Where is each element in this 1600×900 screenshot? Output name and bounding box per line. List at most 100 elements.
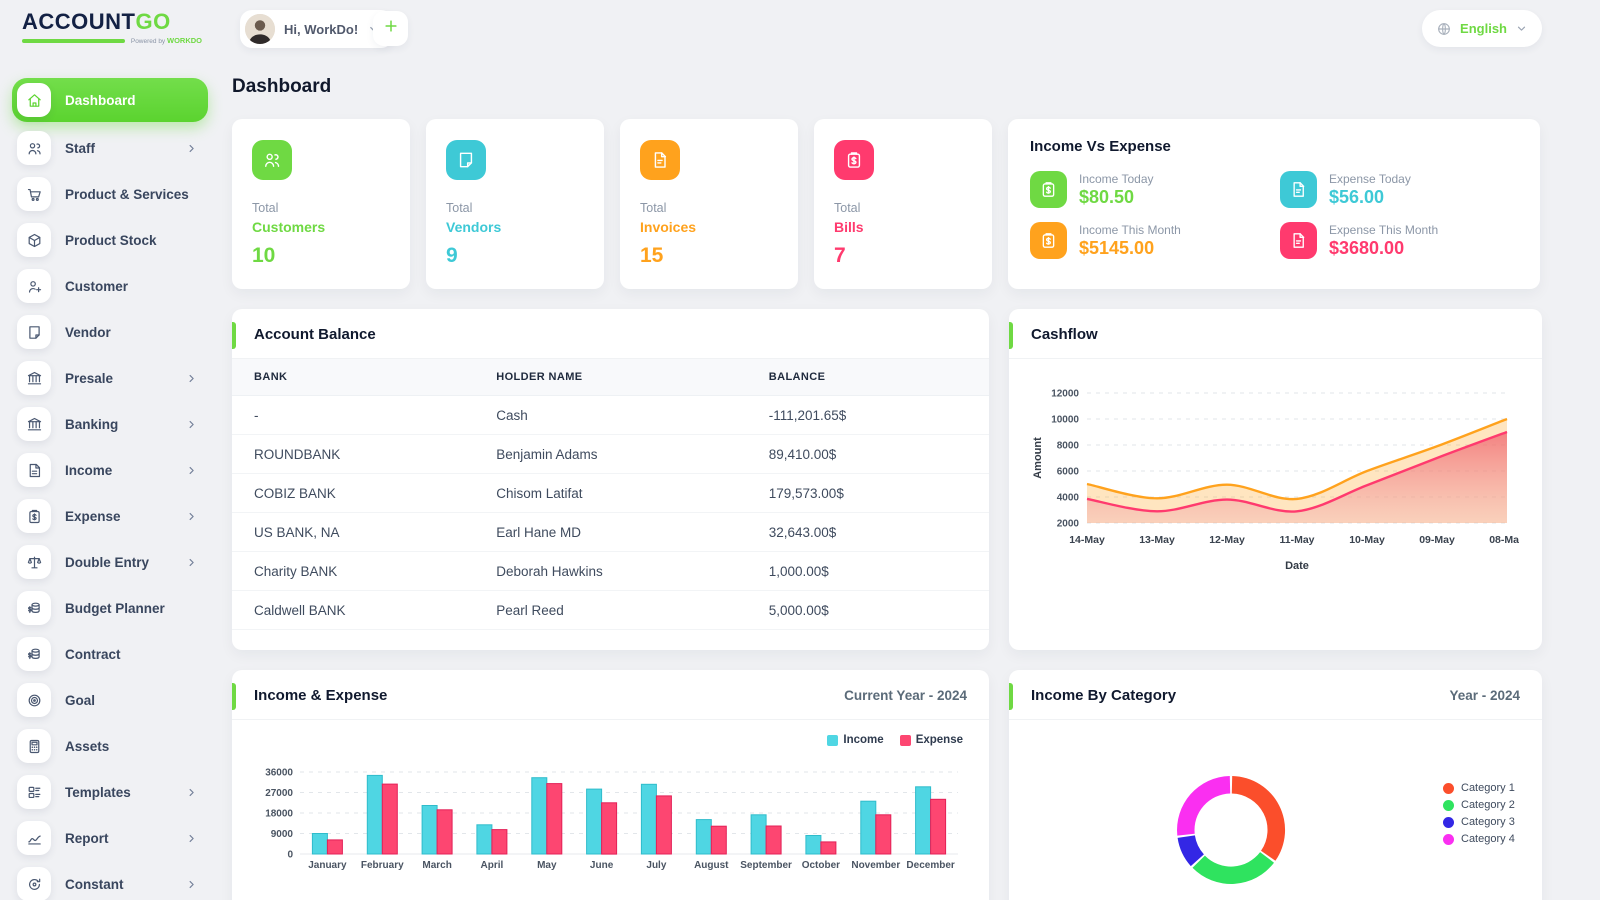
sidebar-item-dashboard[interactable]: Dashboard <box>12 78 208 122</box>
column-header-holder: HOLDER NAME <box>474 358 747 396</box>
sidebar-item-income[interactable]: Income <box>12 450 208 490</box>
legend-item-category-4[interactable]: Category 4 <box>1443 833 1515 845</box>
green-accent-bar <box>232 683 236 710</box>
legend-item-category-1[interactable]: Category 1 <box>1443 782 1515 794</box>
cell-bank: US BANK, NA <box>232 512 475 552</box>
ive-value: $56.00 <box>1329 186 1385 207</box>
chevron-right-icon <box>185 418 198 431</box>
chevron-right-icon <box>185 878 198 891</box>
svg-text:September: September <box>740 860 792 871</box>
category-donut-chart <box>1147 746 1315 900</box>
users-icon <box>252 140 292 180</box>
legend-label: Category 3 <box>1461 816 1515 828</box>
svg-text:0: 0 <box>287 850 293 861</box>
legend-item-income[interactable]: Income <box>827 734 884 746</box>
language-selector[interactable]: English <box>1422 10 1542 47</box>
svg-text:18000: 18000 <box>265 809 293 820</box>
sidebar-item-budget-planner[interactable]: Budget Planner <box>12 588 208 628</box>
cell-balance: 32,643.00$ <box>746 512 989 552</box>
income-expense-chart: 0 9000 18000 27000 36000 January February March… <box>232 746 989 900</box>
sidebar-item-product-services[interactable]: Product & Services <box>12 174 208 214</box>
topbar: ACCOUNTGO Powered by WORKDO Hi, WorkDo! … <box>0 0 1600 58</box>
logo-wordmark: ACCOUNTGO <box>22 9 171 34</box>
legend-item-category-2[interactable]: Category 2 <box>1443 799 1515 811</box>
svg-text:12-May: 12-May <box>1209 534 1245 546</box>
ive-value: $3680.00 <box>1329 237 1405 258</box>
sidebar-item-constant[interactable]: Constant <box>12 864 208 900</box>
chevron-down-icon <box>1515 22 1528 35</box>
accountgo-logo[interactable]: ACCOUNTGO Powered by WORKDO <box>22 10 202 45</box>
svg-text:2000: 2000 <box>1057 519 1080 530</box>
sidebar-item-presale[interactable]: Presale <box>12 358 208 398</box>
sidebar-item-customer[interactable]: Customer <box>12 266 208 306</box>
legend-swatch <box>1443 782 1454 794</box>
sidebar-item-label: Product Stock <box>65 232 157 248</box>
calculator-icon <box>17 729 51 763</box>
sidebar-item-banking[interactable]: Banking <box>12 404 208 444</box>
add-button[interactable] <box>373 11 408 46</box>
table-row: COBIZ BANK Chisom Latifat 179,573.00$ <box>232 473 989 513</box>
sidebar-item-report[interactable]: Report <box>12 818 208 858</box>
column-header-balance: BALANCE <box>746 358 989 396</box>
sidebar-item-templates[interactable]: Templates <box>12 772 208 812</box>
svg-text:11-May: 11-May <box>1279 534 1314 546</box>
file-doc-icon <box>640 140 680 180</box>
clipboard-dollar-icon <box>1030 222 1067 259</box>
legend-swatch <box>899 734 911 746</box>
green-accent-bar <box>1009 322 1013 349</box>
stat-label: Customers <box>252 219 326 235</box>
note-icon <box>446 140 486 180</box>
svg-text:May: May <box>537 860 557 871</box>
stat-value: 10 <box>252 244 276 267</box>
layout-icon <box>17 775 51 809</box>
main-content: Dashboard Total Customers 10 Total Vendors 9… <box>232 76 1542 900</box>
svg-text:4000: 4000 <box>1057 493 1080 504</box>
sidebar-item-label: Templates <box>65 784 131 800</box>
cashflow-title: Cashflow <box>1031 326 1098 343</box>
plus-icon <box>382 17 400 40</box>
sidebar-nav: Dashboard Staff Product & Services Product … <box>12 78 208 900</box>
sidebar-item-double-entry[interactable]: Double Entry <box>12 542 208 582</box>
sidebar-item-expense[interactable]: Expense <box>12 496 208 536</box>
sidebar-item-label: Staff <box>65 140 95 156</box>
target-icon <box>17 683 51 717</box>
sidebar-item-goal[interactable]: Goal <box>12 680 208 720</box>
legend-item-expense[interactable]: Expense <box>899 734 963 746</box>
bank-icon <box>17 361 51 395</box>
scales-icon <box>17 545 51 579</box>
ive-value: $80.50 <box>1079 186 1135 207</box>
sidebar-item-product-stock[interactable]: Product Stock <box>12 220 208 260</box>
sidebar-item-label: Income <box>65 462 113 478</box>
column-header-bank: BANK <box>232 358 475 396</box>
cell-holder: Earl Hane MD <box>474 512 747 552</box>
sidebar-item-label: Constant <box>65 876 124 892</box>
coins-icon <box>17 637 51 671</box>
note-icon <box>17 315 51 349</box>
sidebar-item-assets[interactable]: Assets <box>12 726 208 766</box>
svg-text:10-May: 10-May <box>1349 534 1385 546</box>
stat-value: 7 <box>834 244 846 267</box>
user-menu[interactable]: Hi, WorkDo! <box>240 10 394 48</box>
globe-icon <box>1436 21 1452 37</box>
sidebar-item-staff[interactable]: Staff <box>12 128 208 168</box>
sidebar-item-contract[interactable]: Contract <box>12 634 208 674</box>
sidebar-item-label: Expense <box>65 508 121 524</box>
legend-item-category-3[interactable]: Category 3 <box>1443 816 1515 828</box>
income-vs-expense-title: Income Vs Expense <box>1030 138 1171 155</box>
income-expense-title: Income & Expense <box>254 687 388 704</box>
legend-swatch <box>1443 833 1454 845</box>
svg-text:27000: 27000 <box>265 788 293 799</box>
donut-legend: Category 1 Category 2 Category 3 Category 4 <box>1443 782 1515 845</box>
stat-prefix: Total <box>834 201 861 215</box>
ive-label: Expense This Month <box>1329 222 1439 237</box>
cart-icon <box>17 177 51 211</box>
ive-entry-expense-today: Expense Today $56.00 <box>1280 171 1518 208</box>
cell-balance: 5,000.00$ <box>746 590 989 630</box>
svg-text:Date: Date <box>1285 560 1309 572</box>
sidebar-item-label: Product & Services <box>65 186 189 202</box>
svg-text:8000: 8000 <box>1057 441 1080 452</box>
cell-holder: Deborah Hawkins <box>474 551 747 591</box>
sidebar-item-vendor[interactable]: Vendor <box>12 312 208 352</box>
cell-bank: ROUNDBANK <box>232 434 475 474</box>
